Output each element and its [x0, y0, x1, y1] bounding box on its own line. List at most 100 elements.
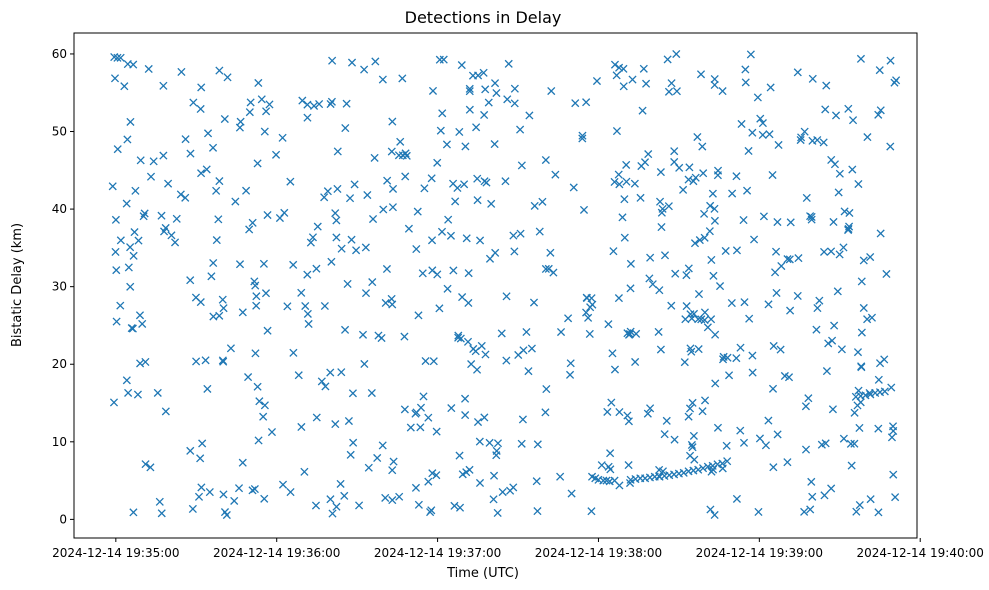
- data-point: [631, 357, 640, 367]
- data-point: [487, 199, 496, 208]
- data-point: [341, 123, 350, 133]
- data-point: [689, 431, 698, 440]
- data-point: [793, 68, 802, 77]
- data-point: [155, 497, 164, 506]
- data-point: [706, 505, 715, 514]
- data-point: [684, 264, 693, 273]
- data-point: [828, 336, 837, 345]
- x-axis-label: Time (UTC): [446, 566, 519, 581]
- data-point: [506, 486, 515, 495]
- data-point: [129, 508, 138, 517]
- data-point: [610, 177, 619, 186]
- data-point: [340, 491, 349, 500]
- data-point: [389, 457, 398, 466]
- data-point: [807, 477, 816, 486]
- data-point: [794, 254, 803, 263]
- data-point: [267, 428, 277, 437]
- data-point: [207, 272, 216, 281]
- data-point: [481, 350, 490, 359]
- data-point: [475, 437, 484, 446]
- data-point: [358, 330, 368, 339]
- data-point: [636, 193, 645, 202]
- data-point: [238, 458, 247, 467]
- data-point: [444, 215, 453, 224]
- data-point: [522, 327, 531, 337]
- data-point: [198, 439, 207, 448]
- data-point: [462, 234, 471, 243]
- data-point: [813, 135, 822, 145]
- data-point: [768, 384, 778, 393]
- data-point: [311, 501, 321, 510]
- data-point: [710, 510, 719, 520]
- data-point: [533, 507, 542, 516]
- data-point: [656, 345, 665, 354]
- data-point: [663, 55, 672, 64]
- data-point: [289, 348, 298, 357]
- data-point: [418, 269, 427, 278]
- data-point: [317, 377, 326, 386]
- data-point: [691, 173, 700, 182]
- data-point: [381, 493, 390, 502]
- data-point: [707, 315, 716, 324]
- data-point: [771, 268, 780, 277]
- data-point: [413, 207, 422, 216]
- data-point: [205, 488, 214, 497]
- x-tick-label: 2024-12-14 19:38:00: [535, 546, 662, 560]
- data-point: [889, 470, 898, 479]
- data-point: [303, 113, 312, 122]
- data-point: [582, 308, 591, 317]
- data-point: [689, 177, 698, 186]
- data-point: [214, 215, 223, 224]
- data-point: [607, 398, 616, 407]
- y-tick-label: 60: [52, 47, 67, 61]
- data-point: [220, 508, 230, 517]
- data-point: [785, 255, 794, 264]
- data-point: [203, 129, 213, 138]
- data-point: [246, 98, 255, 107]
- data-point: [622, 177, 631, 186]
- data-point: [713, 423, 723, 432]
- data-point: [234, 484, 244, 493]
- data-point: [379, 205, 388, 214]
- data-point: [802, 193, 811, 203]
- data-point: [480, 413, 489, 422]
- data-point: [638, 106, 647, 115]
- data-point: [202, 165, 211, 174]
- data-point: [120, 82, 129, 91]
- data-point: [705, 227, 714, 236]
- data-point: [706, 201, 715, 210]
- data-point: [141, 460, 150, 469]
- data-point: [698, 407, 707, 416]
- data-point: [309, 101, 319, 110]
- data-point: [458, 293, 467, 302]
- data-point: [503, 95, 512, 104]
- data-point: [332, 216, 341, 225]
- data-point: [772, 288, 781, 298]
- data-point: [748, 351, 757, 360]
- data-point: [667, 79, 676, 88]
- data-point: [465, 105, 474, 114]
- data-point: [679, 468, 688, 477]
- data-point: [891, 493, 900, 502]
- data-point: [765, 130, 774, 139]
- data-point: [688, 398, 697, 407]
- data-point: [615, 408, 624, 417]
- data-point: [146, 463, 155, 472]
- data-point: [255, 397, 264, 406]
- data-point: [667, 301, 676, 310]
- data-point: [609, 247, 618, 256]
- data-point: [116, 301, 125, 310]
- data-point: [853, 348, 863, 357]
- data-point: [821, 105, 830, 114]
- data-point: [745, 314, 754, 323]
- data-point: [220, 114, 229, 124]
- data-point: [144, 64, 153, 74]
- data-point: [510, 247, 519, 256]
- data-point: [732, 354, 741, 363]
- data-point: [642, 79, 651, 88]
- data-point: [306, 238, 315, 247]
- data-point: [724, 371, 734, 380]
- data-point: [485, 254, 495, 263]
- data-point: [167, 231, 176, 240]
- data-point: [327, 257, 336, 266]
